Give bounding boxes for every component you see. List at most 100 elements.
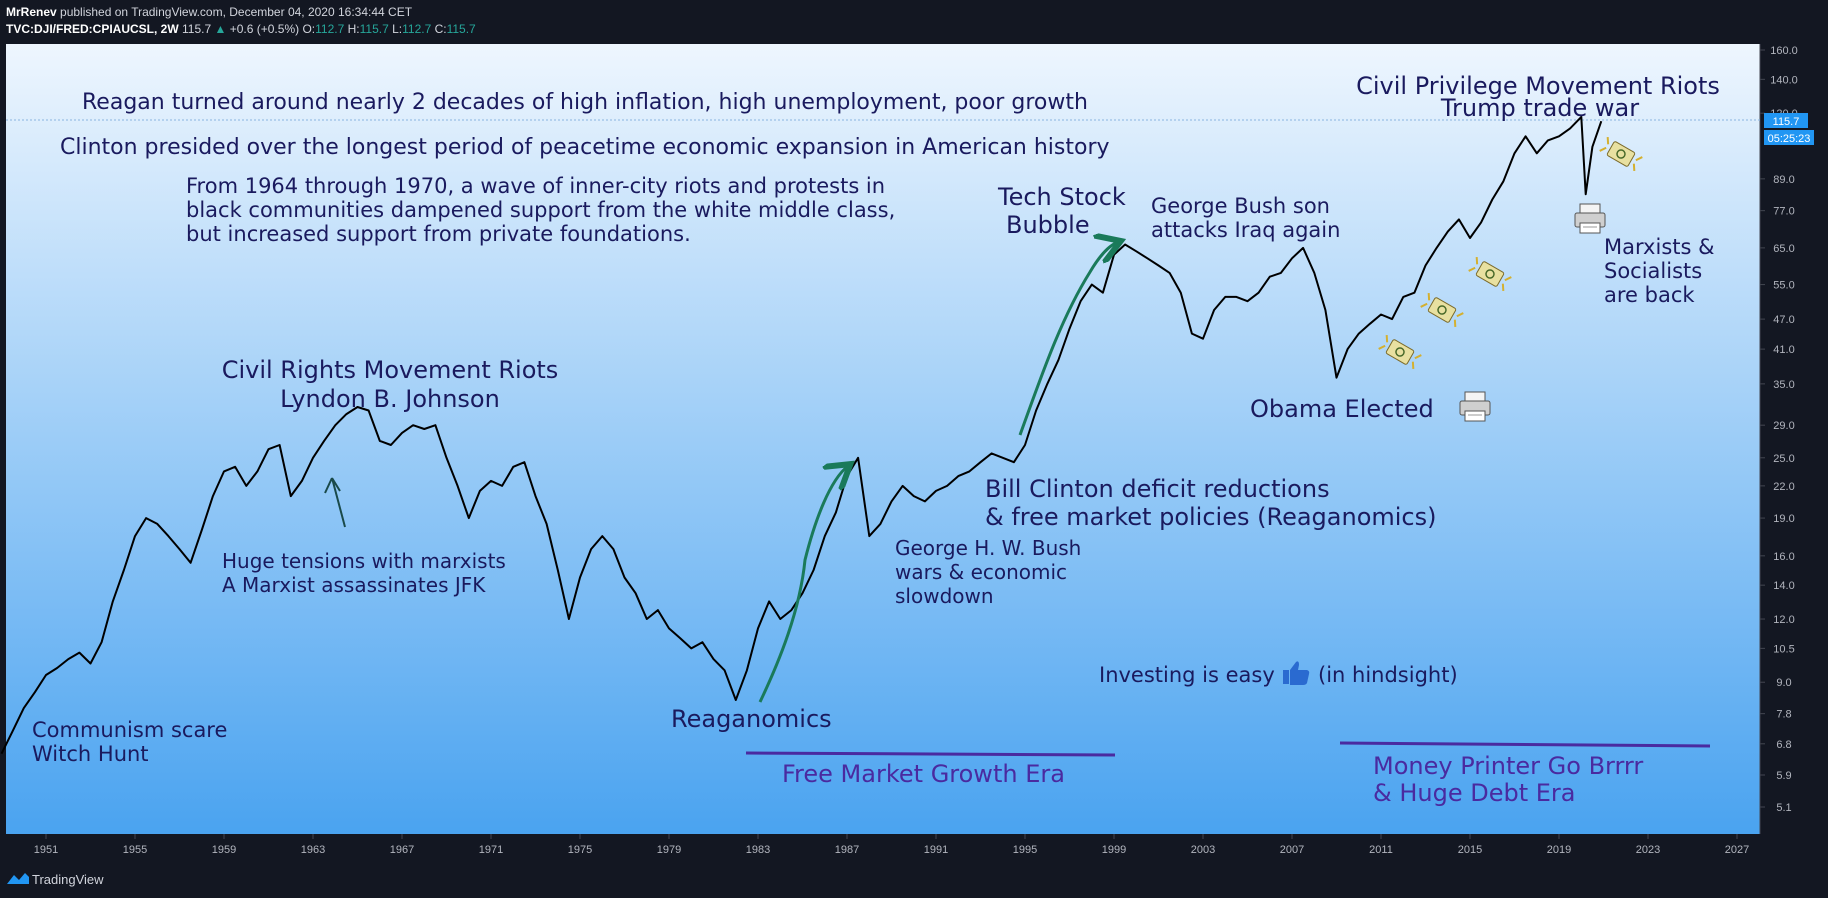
y-tick-label: 140.0 [1770, 74, 1798, 86]
bush-annotation-line3: slowdown [895, 584, 994, 608]
y-tick-label: 19.0 [1773, 513, 1794, 525]
tensions-arrow [324, 477, 346, 528]
y-tick-label: 25.0 [1773, 453, 1794, 465]
y-tick-label: 16.0 [1773, 551, 1794, 563]
clinton-deficit-annotation-line2: & free market policies (Reaganomics) [985, 503, 1437, 531]
reaganomics-annotation: Reaganomics [671, 705, 832, 733]
time-axis-panel[interactable] [0, 834, 1828, 862]
civil-rights-annotation-line1: Civil Rights Movement Riots [222, 356, 559, 384]
x-tick-label: 1955 [123, 844, 147, 856]
bush-annotation-line1: George H. W. Bush [895, 536, 1081, 560]
high-label: H: [347, 22, 360, 36]
x-tick-label: 1999 [1102, 844, 1126, 856]
high-value: 115.7 [359, 22, 389, 36]
x-tick-label: 2019 [1547, 844, 1571, 856]
reaganomics-arrow [758, 466, 848, 703]
y-tick-label: 160.0 [1770, 45, 1798, 57]
countdown-tag-text: 05:25:23 [1768, 133, 1811, 145]
reagan-annotation: Reagan turned around nearly 2 decades of… [82, 90, 1088, 115]
riots-annotation-line3: but increased support from private found… [186, 222, 691, 246]
marxists-annotation-line3: are back [1604, 283, 1695, 307]
money-printer-era-line [1339, 741, 1711, 748]
civil-privilege-annotation: Civil Privilege Movement Riots [1356, 72, 1720, 100]
x-tick-label: 2003 [1191, 844, 1215, 856]
y-tick-label: 6.8 [1776, 739, 1791, 751]
last-price: 115.7 [182, 22, 212, 36]
y-tick-label: 41.0 [1773, 344, 1794, 356]
price-axis-panel[interactable] [1760, 44, 1828, 834]
free-market-era-line [745, 751, 1116, 757]
money-icon [1468, 257, 1512, 291]
civil-rights-annotation-line2: Lyndon B. Johnson [280, 385, 500, 413]
communism-annotation-line2: Witch Hunt [32, 742, 149, 766]
tech-bubble-annotation-line1: Tech Stock [997, 183, 1126, 211]
tradingview-brand[interactable]: TradingView [32, 872, 104, 887]
tensions-annotation-line2: A Marxist assassinates JFK [222, 573, 486, 597]
y-tick-label: 9.0 [1776, 677, 1791, 689]
marxists-annotation-line1: Marxists & [1604, 235, 1715, 259]
close-label: C: [434, 22, 447, 36]
series-line [0, 115, 1603, 755]
x-tick-label: 2023 [1636, 844, 1660, 856]
open-label: O: [302, 22, 316, 36]
money-icon [1378, 335, 1422, 369]
x-tick-label: 1971 [479, 844, 503, 856]
investing-annotation-a: Investing is easy [1099, 663, 1275, 687]
clinton-annotation: Clinton presided over the longest period… [60, 135, 1110, 160]
close-value: 115.7 [446, 22, 476, 36]
chart-footer: TradingView [0, 862, 1828, 898]
riots-annotation-line1: From 1964 through 1970, a wave of inner-… [186, 174, 885, 198]
x-tick-label: 1963 [301, 844, 325, 856]
y-tick-label: 47.0 [1773, 314, 1794, 326]
y-tick-label: 10.5 [1773, 643, 1794, 655]
author-name[interactable]: MrRenev [6, 5, 57, 19]
y-tick-label: 5.9 [1776, 770, 1791, 782]
investing-annotation-b: (in hindsight) [1318, 663, 1458, 687]
money-icon [1420, 293, 1464, 327]
y-tick-label: 7.8 [1776, 709, 1791, 721]
y-tick-label: 35.0 [1773, 379, 1794, 391]
symbol-line: TVC:DJI/FRED:CPIAUCSL, 2W 115.7 ▲ +0.6 (… [6, 22, 476, 36]
bush-son-annotation-line1: George Bush son [1151, 194, 1330, 218]
printer-icon [1574, 203, 1606, 234]
x-axis-ticks: 1951 1955 1959 1963 1967 1971 1975 1979 1983 1987… [34, 834, 1749, 856]
clinton-deficit-annotation-line1: Bill Clinton deficit reductions [985, 475, 1330, 503]
bush-son-annotation-line2: attacks Iraq again [1151, 218, 1340, 242]
published-text: published on TradingView.com, December 0… [60, 5, 413, 19]
tech-bubble-annotation-line2: Bubble [1006, 211, 1090, 239]
open-value: 112.7 [315, 22, 345, 36]
x-tick-label: 1975 [568, 844, 592, 856]
money-printer-annotation-line2: & Huge Debt Era [1373, 779, 1576, 807]
x-tick-label: 1979 [657, 844, 681, 856]
up-triangle-icon: ▲ [214, 22, 227, 36]
x-tick-label: 2027 [1725, 844, 1749, 856]
x-tick-label: 2011 [1369, 844, 1393, 856]
x-tick-label: 1995 [1013, 844, 1037, 856]
last-price-tag [1764, 113, 1808, 128]
money-printer-annotation-line1: Money Printer Go Brrrr [1373, 752, 1643, 780]
x-tick-label: 1983 [746, 844, 770, 856]
x-tick-label: 2015 [1458, 844, 1482, 856]
bush-annotation-line2: wars & economic [895, 560, 1067, 584]
x-tick-label: 1967 [390, 844, 414, 856]
obama-annotation: Obama Elected [1250, 395, 1434, 423]
countdown-tag [1764, 130, 1814, 145]
last-price-tag-text: 115.7 [1773, 116, 1800, 128]
thumbs-up-icon [1283, 661, 1310, 685]
publish-line: MrRenev published on TradingView.com, De… [6, 5, 412, 19]
money-icon [1599, 137, 1643, 171]
chart-canvas[interactable]: 5.1 5.9 6.8 7.8 9.0 10.5 12.0 14.0 16.0 19.0 22.0 2… [0, 44, 1828, 862]
tensions-annotation-line1: Huge tensions with marxists [222, 549, 506, 573]
y-tick-label: 89.0 [1773, 174, 1794, 186]
tradingview-logo-icon[interactable] [6, 870, 30, 888]
x-tick-label: 2007 [1280, 844, 1304, 856]
symbol-name[interactable]: TVC:DJI/FRED:CPIAUCSL, 2W [6, 22, 179, 36]
communism-annotation-line1: Communism scare [32, 718, 227, 742]
printer-icon [1459, 391, 1491, 422]
x-tick-label: 1951 [34, 844, 58, 856]
y-axis-ticks: 5.1 5.9 6.8 7.8 9.0 10.5 12.0 14.0 16.0 19.0 22.0 2… [1760, 45, 1798, 814]
y-tick-label: 77.0 [1773, 206, 1794, 218]
y-tick-label: 5.1 [1776, 802, 1791, 814]
y-tick-label: 65.0 [1773, 243, 1794, 255]
riots-annotation-line2: black communities dampened support from … [186, 198, 895, 222]
